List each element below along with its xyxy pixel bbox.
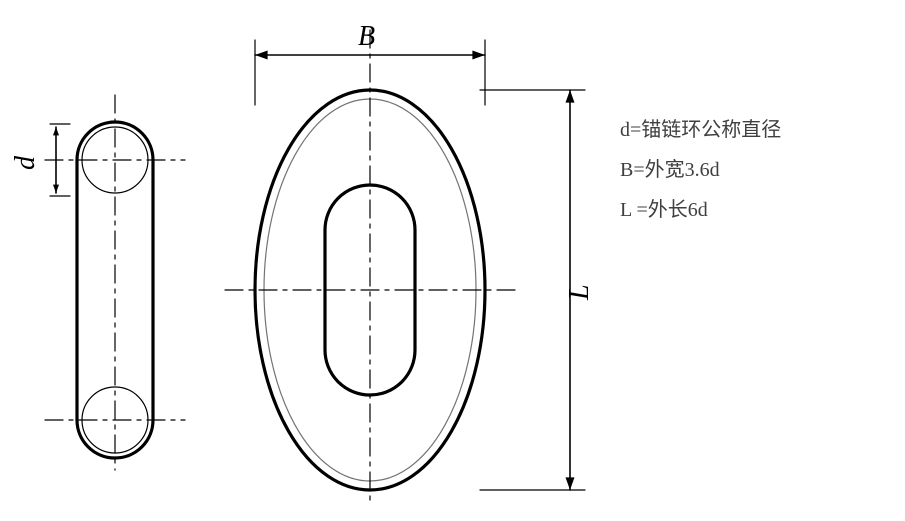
label-d: d [10, 155, 41, 170]
legend: d=锚链环公称直径 B=外宽3.6d L =外长6d [620, 110, 781, 230]
legend-line-L: L =外长6d [620, 190, 781, 230]
label-B: B [358, 21, 375, 52]
legend-line-d: d=锚链环公称直径 [620, 110, 781, 150]
label-L: L [564, 284, 595, 301]
legend-line-B: B=外宽3.6d [620, 150, 781, 190]
